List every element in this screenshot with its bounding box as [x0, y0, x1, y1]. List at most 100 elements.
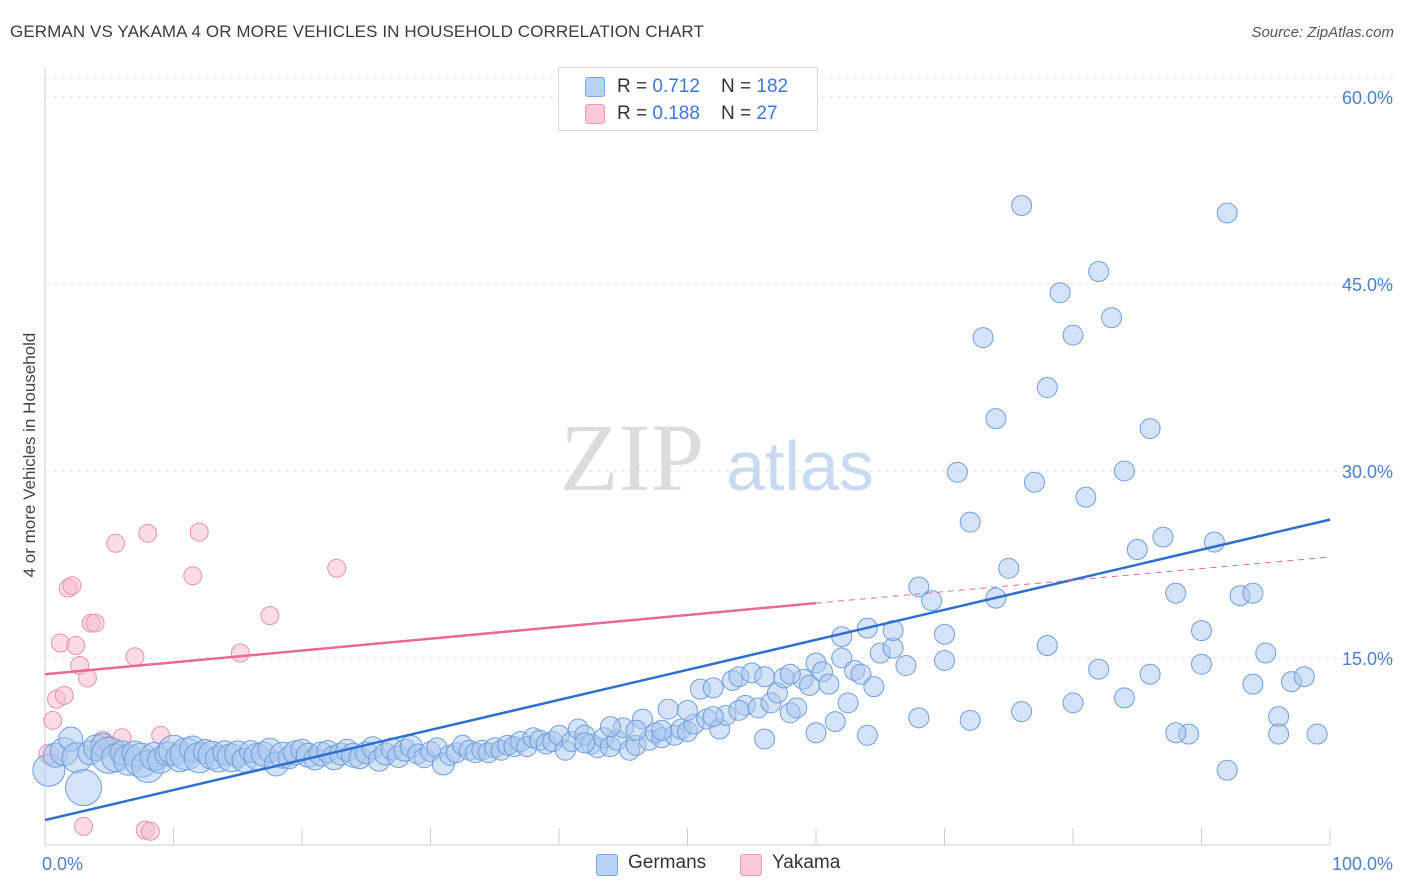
german-point — [805, 722, 827, 744]
german-point — [702, 706, 724, 728]
legend: R = 0.712 N = 182 R = 0.188 N = 27 — [558, 67, 818, 131]
german-point — [1075, 486, 1097, 508]
yakama-point — [106, 533, 126, 553]
german-point — [818, 673, 840, 695]
german-point — [65, 769, 103, 807]
y-axis-label: 4 or more Vehicles in Household — [20, 333, 39, 578]
legend-n-value: 182 — [756, 76, 789, 97]
german-point — [574, 732, 596, 754]
germans-series — [32, 194, 1328, 807]
german-point — [831, 647, 853, 669]
german-point — [959, 709, 981, 731]
y-tick-label: 60.0% — [1342, 88, 1393, 108]
legend-r-value: 0.712 — [652, 76, 700, 97]
legend-n-label: N = — [721, 76, 757, 97]
german-point — [1268, 723, 1290, 745]
german-point — [946, 461, 968, 483]
german-point — [934, 649, 955, 671]
yakama-point — [138, 523, 158, 543]
gridlines — [45, 77, 1395, 659]
german-point — [1062, 692, 1084, 714]
german-point — [754, 728, 776, 750]
german-point — [1113, 687, 1135, 709]
yakama-trend-line — [44, 601, 817, 676]
watermark-atlas: atlas — [726, 427, 874, 505]
german-point — [998, 557, 1020, 579]
german-point — [657, 698, 679, 720]
german-point — [934, 623, 955, 645]
yakama-point — [43, 710, 63, 730]
german-point — [837, 692, 859, 714]
legend-n-label: N = — [721, 103, 757, 124]
german-point — [754, 666, 776, 688]
german-point — [908, 576, 930, 598]
yakama-point — [327, 558, 347, 578]
german-point — [1049, 282, 1071, 304]
german-point — [1152, 526, 1174, 548]
german-point — [779, 663, 801, 685]
yakama-point — [260, 606, 280, 626]
axes — [44, 68, 1331, 846]
german-point — [786, 697, 808, 719]
german-point — [908, 707, 930, 729]
german-point — [856, 724, 878, 746]
y-tick-label: 45.0% — [1342, 275, 1393, 295]
yakama-point — [183, 566, 203, 586]
german-point — [1165, 722, 1187, 744]
yakama-swatch — [585, 104, 605, 124]
yakama-point — [125, 647, 145, 667]
german-point — [1139, 418, 1161, 440]
german-point — [921, 590, 943, 612]
trend-lines — [44, 518, 1331, 822]
germans-legend-swatch — [596, 854, 618, 876]
legend-r-label: R = — [617, 103, 653, 124]
german-point — [831, 626, 853, 648]
german-point — [1242, 582, 1264, 604]
german-point — [824, 711, 846, 733]
legend-r-label: R = — [617, 76, 653, 97]
german-point — [677, 699, 698, 721]
german-point — [1165, 582, 1187, 604]
german-point — [651, 719, 673, 741]
yakama-trend-extension — [815, 556, 1331, 604]
yakama-legend-label: Yakama — [772, 852, 841, 873]
legend-r-value: 0.188 — [652, 103, 700, 124]
watermark-zip: ZIP — [560, 404, 704, 511]
yakama-point — [74, 816, 94, 836]
german-point — [599, 716, 621, 738]
x-tick-label: 0.0% — [42, 854, 83, 874]
yakama-point — [140, 821, 160, 841]
german-point — [702, 677, 724, 699]
tick-labels: 15.0% 30.0% 45.0% 60.0% 0.0% 100.0% — [42, 88, 1393, 874]
chart-title: GERMAN VS YAKAMA 4 OR MORE VEHICLES IN H… — [10, 22, 704, 41]
german-point — [959, 511, 981, 533]
german-point — [1036, 635, 1058, 657]
german-point — [1011, 701, 1033, 723]
german-point — [625, 719, 647, 741]
german-point — [1293, 666, 1315, 688]
german-point — [1242, 673, 1264, 695]
german-point — [1216, 759, 1238, 781]
german-point — [1036, 376, 1058, 398]
y-tick-label: 30.0% — [1342, 462, 1393, 482]
german-point — [1062, 324, 1084, 346]
german-point — [1126, 539, 1148, 561]
yakama-point — [77, 668, 97, 688]
german-point — [1011, 194, 1033, 216]
german-point — [1023, 471, 1045, 493]
yakama-legend-swatch — [740, 854, 762, 876]
yakama-point — [62, 576, 82, 596]
yakama-point — [85, 613, 105, 633]
german-point — [1101, 307, 1123, 329]
y-tick-label: 15.0% — [1342, 649, 1393, 669]
germans-legend-label: Germans — [628, 852, 707, 873]
german-point — [1191, 620, 1212, 642]
watermark: ZIP atlas — [560, 404, 874, 511]
german-point — [850, 663, 872, 685]
german-point — [863, 676, 885, 698]
german-point — [728, 699, 750, 721]
german-point — [1139, 663, 1161, 685]
yakama-point — [54, 685, 74, 705]
german-point — [1088, 658, 1110, 680]
